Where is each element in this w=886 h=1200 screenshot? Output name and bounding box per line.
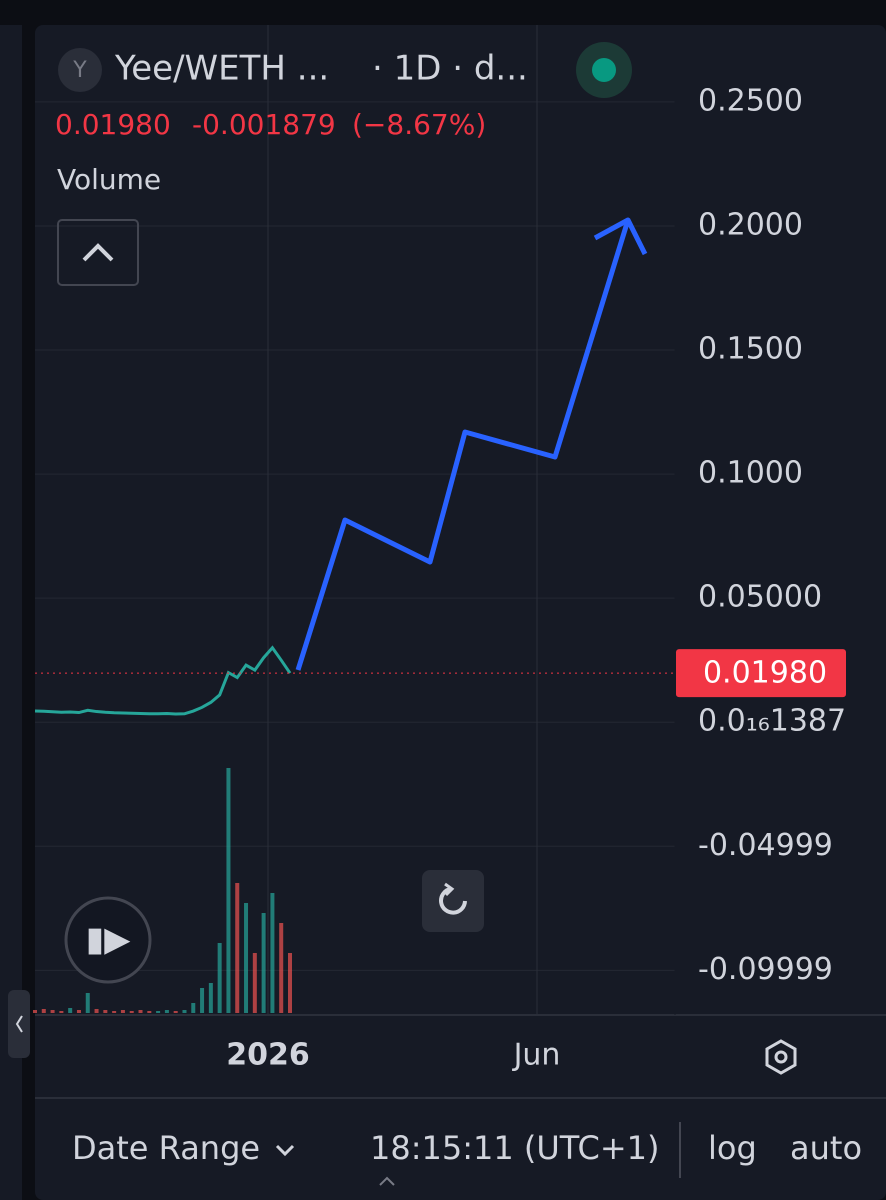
reset-button[interactable] [422, 870, 484, 932]
x-tick-label: Jun [512, 1038, 561, 1073]
volume-bar [244, 903, 249, 1013]
volume-bar [156, 1011, 161, 1013]
symbol-title[interactable]: Yee/WETH ... [114, 49, 329, 89]
volume-bar [200, 988, 205, 1013]
volume-bar [252, 953, 257, 1013]
tv-logo[interactable] [64, 896, 152, 984]
volume-bar [33, 1010, 37, 1013]
volume-bar [138, 1010, 143, 1013]
last-price: 0.01980 [55, 108, 171, 141]
collapse-icon [82, 243, 114, 262]
reset-icon-arrow [444, 882, 455, 897]
clock[interactable]: 18:15:11 (UTC+1) [370, 1129, 659, 1167]
plot [33, 645, 675, 1013]
volume-bar [191, 1003, 196, 1013]
change-pct: (−8.67%) [352, 108, 486, 141]
volume-bar [226, 768, 231, 1013]
volume-bar [41, 1009, 46, 1013]
volume-bar [103, 1010, 108, 1013]
side-toggle[interactable] [8, 990, 30, 1058]
date-range[interactable]: Date Range [72, 1129, 260, 1167]
auto-toggle[interactable]: auto [790, 1129, 862, 1167]
volume-bar [235, 883, 240, 1013]
reset-icon [439, 887, 467, 915]
volume-bar [94, 1009, 99, 1013]
symbol-letter: Y [72, 58, 87, 83]
last-price-label: 0.01980 [703, 656, 827, 691]
grid [35, 101, 675, 971]
volume-bar [68, 1008, 73, 1013]
volume-bar [261, 913, 266, 1013]
x-tick-label: 2026 [226, 1038, 310, 1073]
volume-bar [50, 1010, 55, 1013]
price-line [34, 645, 292, 716]
volume-bar [279, 923, 284, 1013]
volume-bar [76, 1010, 81, 1013]
y-tick-label: 0.1000 [698, 456, 803, 491]
settings-icon-center [774, 1050, 788, 1064]
y-tick-label: 0.2000 [698, 207, 803, 242]
small-arrow [379, 1176, 395, 1186]
volume-bar [85, 993, 90, 1013]
log-toggle[interactable]: log [708, 1129, 757, 1167]
symbol-icon [58, 48, 102, 92]
y-tick-label: 0.2500 [698, 83, 803, 118]
volume-bar [112, 1011, 117, 1013]
collapse-button[interactable] [57, 219, 139, 286]
volume-bar [288, 953, 292, 1013]
y-tick-label: -0.04999 [698, 828, 833, 863]
settings-icon[interactable] [765, 1039, 797, 1075]
volume-bar [270, 893, 275, 1013]
volume-label: Volume [57, 163, 161, 196]
volume-bar [173, 1011, 178, 1013]
volume-bar [59, 1011, 64, 1013]
side-toggle-icon [15, 1015, 23, 1033]
date-range-chevron [275, 1144, 295, 1157]
y-tick-label: -0.09999 [698, 952, 833, 987]
y-tick-label: 0.05000 [698, 580, 822, 615]
tv-logo-mark: ▮▶ [86, 920, 132, 960]
volume-bar [182, 1010, 187, 1013]
volume-bar [217, 943, 222, 1013]
last-price-box [676, 649, 846, 698]
volume-bar [120, 1010, 125, 1013]
volume-bar [147, 1011, 152, 1013]
y-tick-label: 0.1500 [698, 332, 803, 367]
volume-bar [208, 983, 213, 1013]
left-panel [0, 25, 22, 1200]
status-dot [592, 58, 616, 82]
drawn-arrow [295, 219, 631, 671]
change: -0.001879 [192, 108, 336, 141]
arrow-head [593, 217, 648, 256]
interval[interactable]: · 1D · d... [372, 49, 528, 89]
volume-bar [129, 1011, 134, 1013]
volume-bar [164, 1010, 169, 1013]
y-tick-label: 0.0₁₆1387 [698, 704, 846, 739]
